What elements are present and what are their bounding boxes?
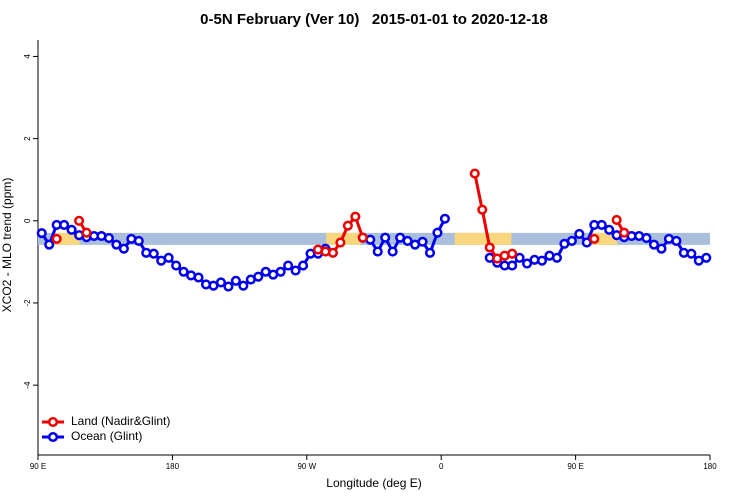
data-point [223, 281, 234, 292]
data-point [581, 237, 592, 248]
data-point [36, 228, 47, 239]
data-point [477, 204, 488, 215]
y-tick-label: -2 [23, 299, 32, 307]
data-point [522, 258, 533, 269]
land-band [54, 232, 80, 245]
data-point [230, 275, 241, 286]
x-tick-label: 90 E [567, 462, 583, 471]
data-point [275, 266, 286, 277]
data-point [290, 265, 301, 276]
legend-marker [47, 416, 59, 428]
data-point [686, 248, 697, 259]
data-point [59, 219, 70, 230]
chart-title: 0-5N February (Ver 10) 2015-01-01 to 202… [200, 11, 548, 28]
land-band [592, 232, 618, 245]
data-point [51, 233, 62, 244]
data-point [596, 219, 607, 230]
data-point [566, 235, 577, 246]
data-point [103, 232, 114, 244]
data-point [701, 252, 712, 263]
data-point [469, 168, 480, 179]
data-point [417, 236, 428, 247]
data-point [507, 248, 518, 259]
data-point [111, 239, 122, 250]
data-point [611, 214, 622, 226]
data-point [342, 220, 353, 231]
y-axis-label: XCO2 - MLO trend (ppm) [0, 178, 14, 313]
data-point [484, 242, 495, 253]
data-point [238, 280, 249, 291]
data-point [380, 232, 391, 243]
data-point [253, 271, 264, 282]
y-tick-label: 2 [23, 136, 32, 141]
legend-label: Ocean (Glint) [71, 429, 142, 443]
data-point [74, 215, 85, 226]
data-point [648, 239, 660, 250]
data-point [439, 213, 450, 224]
data-point [133, 235, 144, 246]
legend-label: Land (Nadir&Glint) [71, 414, 170, 428]
data-point [66, 224, 77, 235]
x-tick-label: 90 E [30, 462, 46, 471]
data-point [298, 260, 309, 271]
data-point [350, 211, 361, 222]
data-point [641, 232, 652, 244]
data-point [193, 272, 204, 283]
data-point [536, 255, 548, 266]
data-point [335, 237, 346, 248]
data-point [551, 252, 562, 263]
legend-marker [47, 431, 59, 443]
land-band [454, 232, 512, 245]
data-point [118, 243, 129, 254]
y-tick-label: -4 [23, 381, 32, 389]
data-point [163, 252, 174, 263]
data-point [327, 247, 338, 258]
y-tick-label: 4 [23, 54, 32, 59]
x-axis-label: Longitude (deg E) [326, 476, 421, 490]
data-point [44, 239, 55, 250]
data-point [656, 243, 667, 254]
data-point [604, 224, 615, 235]
data-point [619, 227, 630, 238]
data-point [178, 266, 189, 277]
data-point [507, 260, 518, 271]
data-point [432, 227, 443, 238]
data-point [424, 247, 436, 258]
data-point [402, 235, 413, 246]
data-point [387, 246, 398, 257]
data-point [514, 252, 525, 263]
data-point [589, 233, 600, 244]
data-point [283, 260, 294, 271]
y-tick-label: 0 [23, 218, 32, 223]
data-point [81, 227, 92, 238]
data-point [215, 277, 226, 288]
data-point [148, 248, 159, 259]
data-point [171, 260, 182, 271]
x-tick-label: 0 [439, 462, 444, 471]
data-point [372, 246, 383, 257]
x-tick-label: 180 [703, 462, 717, 471]
data-point [671, 235, 682, 246]
data-point [357, 232, 368, 243]
x-tick-label: 180 [166, 462, 180, 471]
data-point [574, 228, 585, 239]
x-tick-label: 90 W [297, 462, 316, 471]
